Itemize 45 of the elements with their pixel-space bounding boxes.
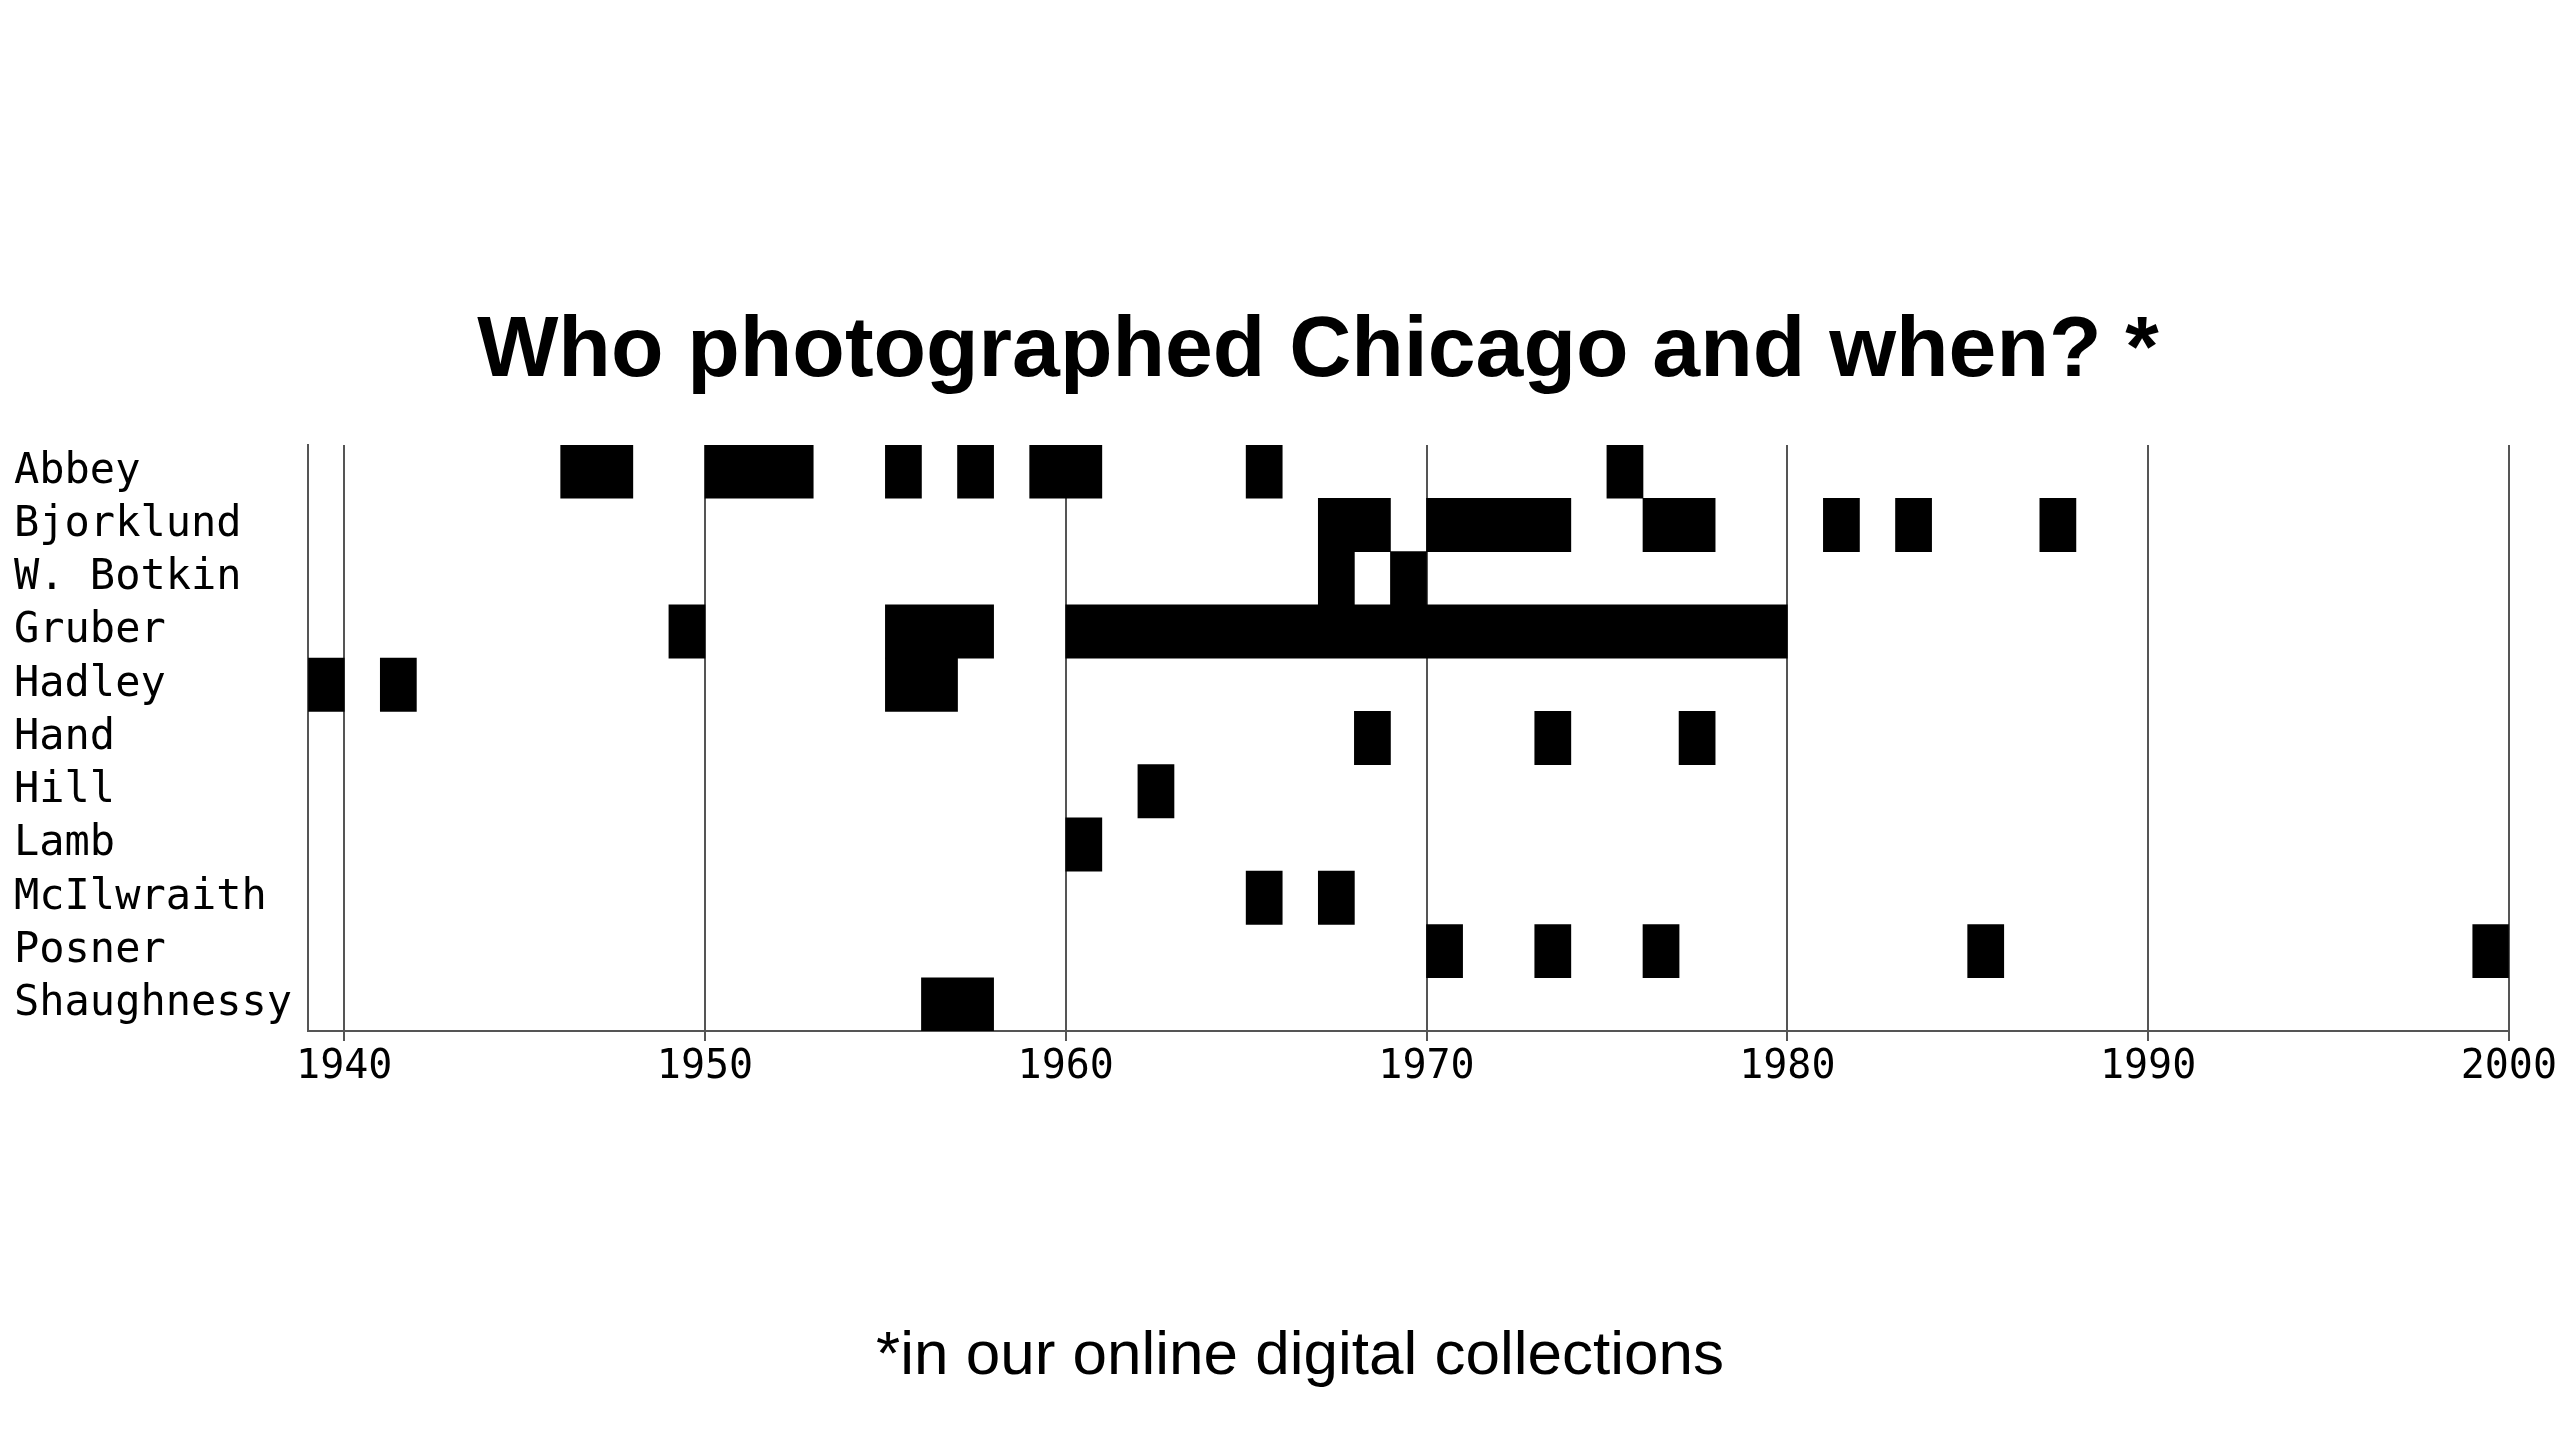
bar	[2039, 497, 2077, 552]
bar	[921, 977, 994, 1031]
bar	[2472, 924, 2509, 979]
y-tick-label: Bjorklund	[14, 496, 242, 546]
bar	[1245, 445, 1283, 499]
bar	[668, 604, 706, 659]
y-tick-label: Posner	[14, 923, 166, 972]
x-tick-label: 2000	[2460, 1041, 2557, 1088]
x-tick-label: 1970	[1378, 1041, 1475, 1088]
bar	[1967, 924, 2005, 979]
y-tick-label: Lamb	[14, 816, 116, 866]
bar	[885, 445, 922, 499]
y-tick-label: Gruber	[14, 603, 166, 653]
y-tick-label: Shaughnessy	[14, 976, 293, 1026]
y-tick-label: Hadley	[14, 656, 166, 706]
bar	[957, 445, 994, 499]
bar	[1678, 711, 1716, 765]
x-tick-label: 1990	[2099, 1041, 2197, 1088]
bar	[560, 445, 634, 499]
bar	[1245, 870, 1283, 925]
bar	[1426, 924, 1463, 979]
bar	[1029, 445, 1103, 499]
bar	[1534, 924, 1572, 979]
x-tick-label: 1950	[656, 1041, 754, 1088]
bar	[1895, 497, 1932, 552]
y-tick-label: W. Botkin	[14, 550, 242, 600]
bar	[1137, 764, 1175, 819]
x-tick-label: 1960	[1017, 1041, 1114, 1088]
y-tick-label: McIlwraith	[14, 869, 267, 919]
x-tick-label: 1980	[1739, 1041, 1836, 1088]
bar	[379, 657, 417, 712]
text: *in our online digital collections	[876, 1318, 1724, 1388]
x-tick-label: 1940	[296, 1041, 393, 1088]
y-tick-label: Hill	[14, 763, 116, 813]
bar	[1354, 711, 1391, 765]
bar	[1534, 711, 1572, 765]
bar	[704, 445, 814, 499]
chart-title: Who photographed Chicago and when? *	[477, 297, 2160, 394]
bar	[308, 657, 345, 712]
bar	[1317, 870, 1355, 925]
y-tick-label: Abbey	[14, 443, 141, 493]
bar	[1642, 924, 1680, 979]
bar	[1065, 817, 1103, 872]
y-tick-label: Hand	[14, 709, 116, 759]
bar	[1823, 497, 1860, 552]
